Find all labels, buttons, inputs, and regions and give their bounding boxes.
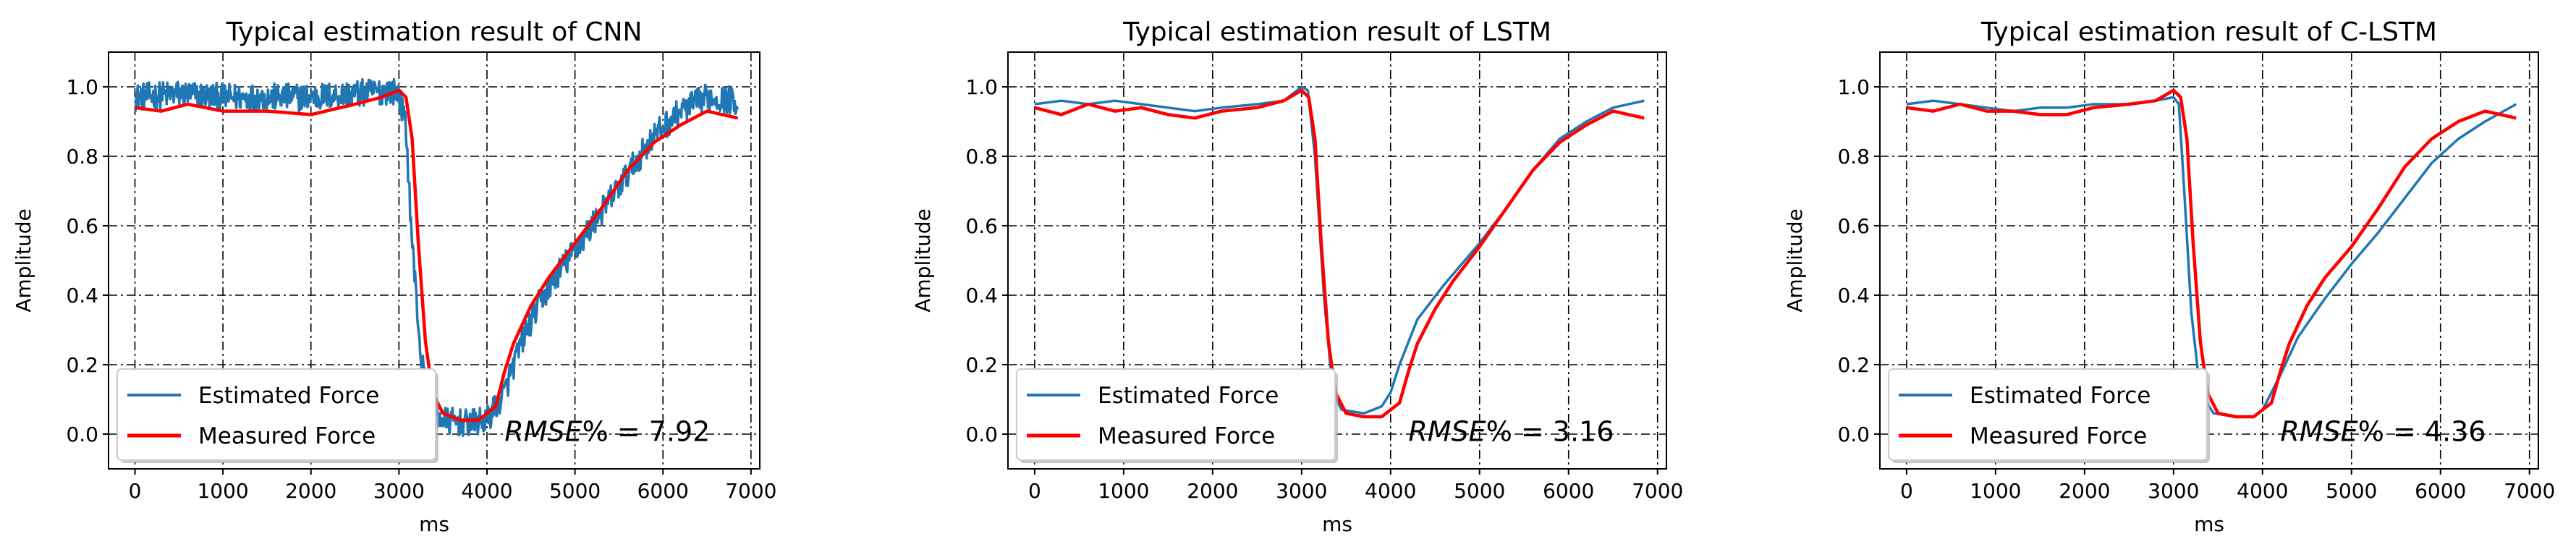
x-tick-label: 0: [1900, 479, 1913, 503]
x-tick-label: 7000: [725, 479, 776, 503]
x-tick-label: 0: [129, 479, 142, 503]
y-tick-label: 0.8: [1837, 145, 1870, 169]
x-tick-label: 6000: [2415, 479, 2466, 503]
x-tick-label: 2000: [1187, 479, 1238, 503]
measured-force-line: [1034, 88, 1645, 419]
x-tick-label: 2000: [2059, 479, 2110, 503]
y-tick-label: 0.0: [66, 423, 98, 446]
y-tick-label: 0.2: [965, 353, 998, 377]
legend-box: [1016, 368, 1336, 461]
rmse-annotation: RMSE% = 3.16: [1408, 416, 1614, 448]
legend-box: [1888, 368, 2208, 461]
y-tick-label: 1.0: [66, 75, 98, 99]
legend: Estimated Force Measured Force: [1016, 368, 1338, 463]
x-axis-label: ms: [419, 512, 449, 536]
chart-panel-2: 0 1000 2000 3000 4000 5000 6000 7000 0.0 0.2 0.4 0.…: [911, 17, 1683, 536]
chart-title: Typical estimation result of LSTM: [1122, 17, 1551, 47]
legend-label: Measured Force: [1098, 423, 1275, 449]
legend-box: [116, 368, 436, 461]
axes-frame: [1879, 51, 2539, 470]
x-tick-label: 1000: [1098, 479, 1149, 503]
x-tick-label: 1000: [197, 479, 248, 503]
x-tick-label: 3000: [1276, 479, 1327, 503]
x-tick-label: 4000: [2237, 479, 2288, 503]
chart-panel-3: 0 1000 2000 3000 4000 5000 6000 7000 0.0 0.2 0.4 0.…: [1783, 17, 2555, 536]
x-axis-label: ms: [2194, 512, 2224, 536]
legend-label: Estimated Force: [1970, 383, 2151, 409]
measured-force-line: [135, 88, 739, 423]
y-tick-label: 0.8: [66, 145, 98, 169]
chart-panel-1: 0 1000 2000 3000 4000 5000 6000 7000 0.0 0.2 0.4 0.…: [12, 17, 776, 536]
measured-force-line: [1906, 88, 2517, 419]
rmse-symbol: RMSE: [1408, 416, 1486, 448]
x-tick-label: 5000: [2326, 479, 2377, 503]
rmse-value: % = 7.92: [582, 416, 711, 448]
y-tick-label: 0.2: [1837, 353, 1870, 377]
y-tick-label: 0.0: [965, 423, 998, 446]
rmse-annotation: RMSE% = 4.36: [2280, 416, 2486, 448]
axes-frame: [108, 51, 760, 470]
legend-label: Measured Force: [198, 423, 376, 449]
x-tick-label: 0: [1028, 479, 1041, 503]
rmse-annotation: RMSE% = 7.92: [504, 416, 710, 448]
y-axis-label: Amplitude: [12, 208, 35, 313]
legend: Estimated Force Measured Force: [1888, 368, 2210, 463]
x-tick-label: 5000: [549, 479, 601, 503]
x-tick-label: 5000: [1454, 479, 1505, 503]
rmse-symbol: RMSE: [2280, 416, 2357, 448]
legend-label: Estimated Force: [1098, 383, 1279, 409]
y-tick-label: 0.6: [1837, 214, 1870, 238]
y-tick-label: 0.4: [66, 284, 98, 308]
x-tick-label: 7000: [1632, 479, 1683, 503]
rmse-symbol: RMSE: [504, 416, 582, 448]
x-tick-label: 1000: [1970, 479, 2021, 503]
y-tick-label: 0.4: [1837, 284, 1870, 308]
x-tick-label: 4000: [461, 479, 512, 503]
axes-frame: [1007, 51, 1667, 470]
x-tick-label: 2000: [285, 479, 336, 503]
x-tick-label: 4000: [1365, 479, 1416, 503]
y-tick-label: 0.6: [965, 214, 998, 238]
x-tick-label: 3000: [2148, 479, 2199, 503]
x-tick-label: 7000: [2504, 479, 2555, 503]
x-axis-label: ms: [1322, 512, 1352, 536]
x-tick-label: 6000: [1543, 479, 1594, 503]
x-tick-label: 3000: [373, 479, 425, 503]
legend-label: Estimated Force: [198, 383, 379, 409]
chart-title: Typical estimation result of C-LSTM: [1980, 17, 2437, 47]
y-axis-label: Amplitude: [911, 208, 935, 313]
y-axis-label: Amplitude: [1783, 208, 1807, 313]
y-tick-label: 0.6: [66, 214, 98, 238]
legend: Estimated Force Measured Force: [116, 368, 438, 463]
rmse-value: % = 3.16: [1486, 416, 1614, 448]
y-tick-label: 0.2: [66, 353, 98, 377]
y-tick-label: 0.8: [965, 145, 998, 169]
y-tick-label: 1.0: [965, 75, 998, 99]
x-tick-label: 6000: [637, 479, 689, 503]
y-tick-label: 1.0: [1837, 75, 1870, 99]
chart-title: Typical estimation result of CNN: [226, 17, 643, 47]
legend-label: Measured Force: [1970, 423, 2147, 449]
y-tick-label: 0.4: [965, 284, 998, 308]
rmse-value: % = 4.36: [2358, 416, 2486, 448]
y-tick-label: 0.0: [1837, 423, 1870, 446]
